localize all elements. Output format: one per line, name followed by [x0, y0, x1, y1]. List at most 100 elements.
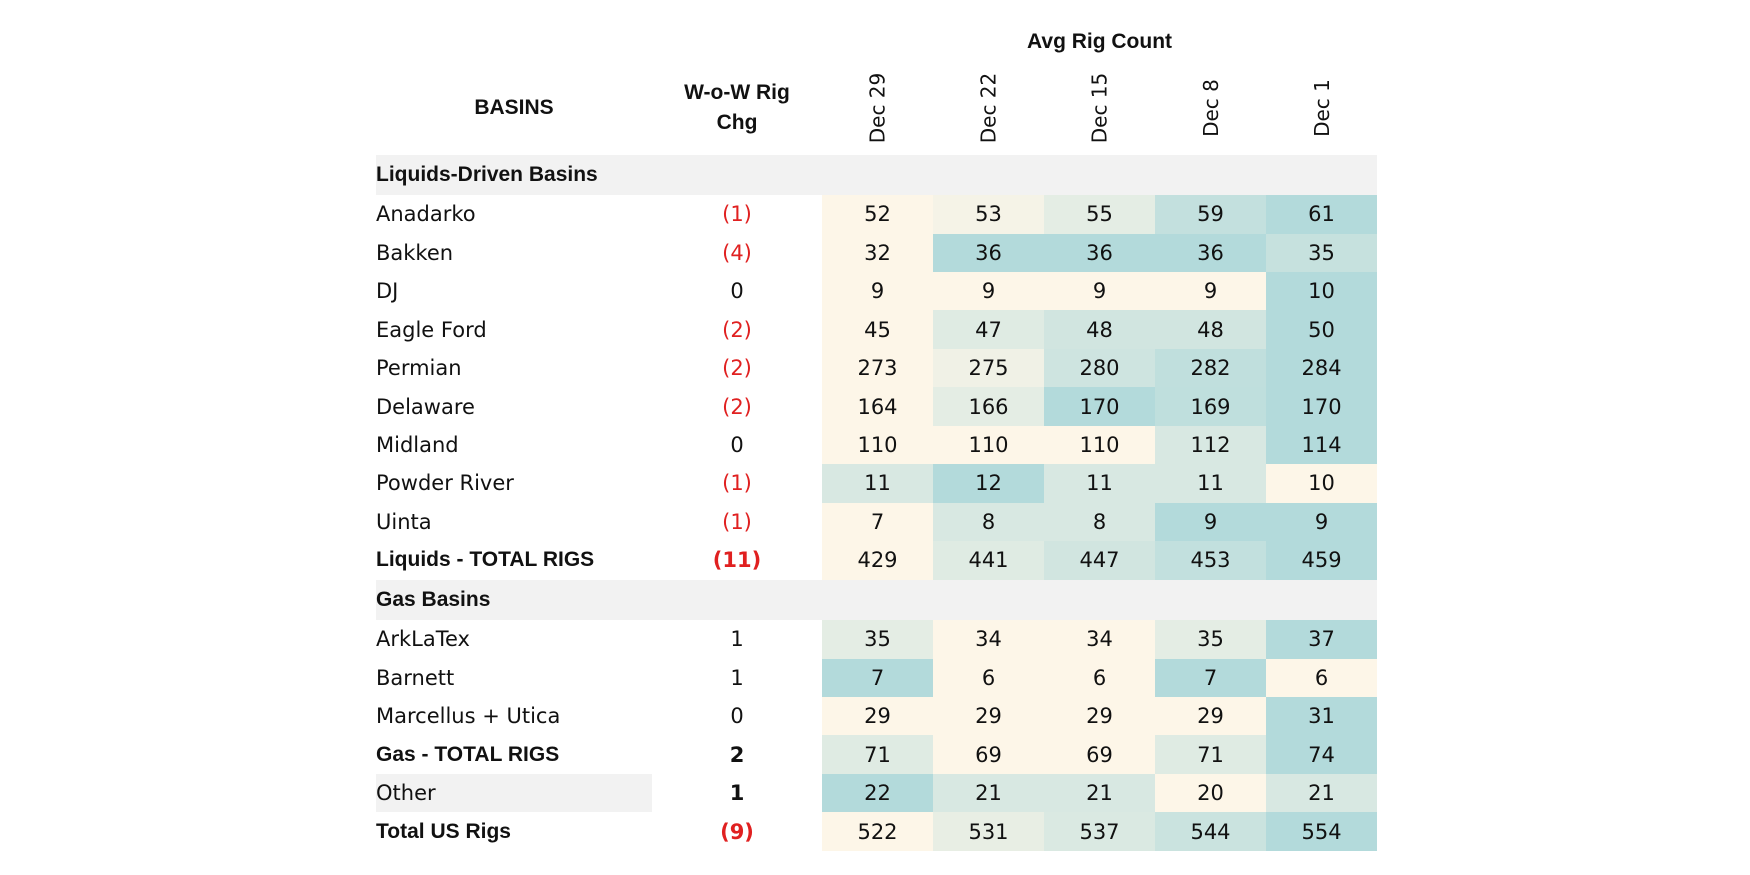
week-header: Dec 29 [822, 61, 933, 154]
change-column-header: W-o-W Rig Chg [652, 61, 822, 154]
table-row: Delaware (2) 164 166 170 169 170 [376, 387, 1378, 426]
value-cell: 273 [822, 348, 933, 388]
value-cell: 21 [933, 773, 1044, 813]
basin-name: Permian [376, 348, 652, 388]
rig-count-table: Avg Rig Count BASINS W-o-W Rig Chg Dec 2… [376, 23, 1378, 851]
week-header: Dec 8 [1155, 61, 1266, 154]
value-cell: 29 [822, 696, 933, 736]
basin-name: Gas - TOTAL RIGS [376, 735, 652, 774]
value-cell: 170 [1044, 387, 1155, 426]
section-title: Liquids-Driven Basins [376, 154, 652, 196]
section-blank-change [652, 154, 822, 196]
week-label: Dec 15 [1087, 72, 1112, 144]
section-blank-values [822, 579, 1378, 621]
week-change: 2 [652, 735, 822, 774]
value-cell: 110 [822, 425, 933, 465]
section-header-row: Gas Basins [376, 579, 1378, 621]
section-header-row: Liquids-Driven Basins [376, 154, 1378, 196]
basins-column-header: BASINS [474, 96, 554, 119]
table-row: Eagle Ford (2) 45 47 48 48 50 [376, 310, 1378, 349]
value-cell: 31 [1266, 696, 1378, 736]
value-cell: 29 [1044, 696, 1155, 736]
week-change: 0 [652, 696, 822, 736]
value-cell: 284 [1266, 348, 1378, 388]
header-row-columns: BASINS W-o-W Rig Chg Dec 29 Dec 22 Dec 1… [376, 61, 1377, 154]
value-cell: 8 [1044, 502, 1155, 542]
basin-name: Marcellus + Utica [376, 696, 652, 736]
value-cell: 280 [1044, 348, 1155, 388]
value-cell: 34 [1044, 620, 1155, 659]
section-total-row: Liquids - TOTAL RIGS (11) 429 441 447 453 459 [376, 541, 1378, 580]
value-cell: 8 [933, 502, 1044, 542]
value-cell: 6 [933, 658, 1044, 697]
table-row: Barnett 1 7 6 6 7 6 [376, 658, 1378, 697]
basin-name: DJ [376, 271, 652, 311]
value-cell: 9 [822, 271, 933, 311]
week-header: Dec 15 [1044, 61, 1155, 154]
value-cell: 544 [1155, 812, 1266, 851]
week-label: Dec 29 [865, 72, 890, 144]
table-row: DJ 0 9 9 9 9 10 [376, 271, 1378, 311]
value-cell: 9 [1266, 502, 1378, 542]
basin-name: Barnett [376, 658, 652, 697]
value-cell: 20 [1155, 773, 1266, 813]
value-cell: 36 [933, 233, 1044, 272]
basin-name: Uinta [376, 502, 652, 542]
value-cell: 11 [1155, 464, 1266, 503]
value-cell: 9 [1044, 271, 1155, 311]
header-blank-change [652, 23, 822, 61]
value-cell: 29 [933, 696, 1044, 736]
basin-name: Delaware [376, 387, 652, 426]
table-title: Avg Rig Count [1027, 30, 1173, 54]
value-cell: 459 [1266, 541, 1378, 580]
basin-name: Liquids - TOTAL RIGS [376, 541, 652, 580]
value-cell: 166 [933, 387, 1044, 426]
table-row: Bakken (4) 32 36 36 36 35 [376, 233, 1378, 272]
week-change: (2) [652, 348, 822, 388]
value-cell: 9 [1155, 502, 1266, 542]
value-cell: 537 [1044, 812, 1155, 851]
value-cell: 69 [1044, 735, 1155, 774]
value-cell: 441 [933, 541, 1044, 580]
value-cell: 36 [1044, 233, 1155, 272]
value-cell: 71 [822, 735, 933, 774]
value-cell: 7 [822, 502, 933, 542]
value-cell: 55 [1044, 195, 1155, 234]
table-row: Permian (2) 273 275 280 282 284 [376, 348, 1378, 388]
value-cell: 32 [822, 233, 933, 272]
value-cell: 10 [1266, 464, 1378, 503]
value-cell: 6 [1266, 658, 1378, 697]
value-cell: 9 [1155, 271, 1266, 311]
value-cell: 21 [1266, 773, 1378, 813]
value-cell: 35 [1266, 233, 1378, 272]
week-change: (1) [652, 464, 822, 503]
value-cell: 12 [933, 464, 1044, 503]
value-cell: 10 [1266, 271, 1378, 311]
value-cell: 21 [1044, 773, 1155, 813]
week-change: (11) [652, 541, 822, 580]
value-cell: 34 [933, 620, 1044, 659]
week-change: (9) [652, 812, 822, 851]
week-change: 1 [652, 658, 822, 697]
value-cell: 35 [822, 620, 933, 659]
value-cell: 522 [822, 812, 933, 851]
value-cell: 453 [1155, 541, 1266, 580]
week-label: Dec 8 [1198, 79, 1223, 137]
value-cell: 110 [1044, 425, 1155, 465]
value-cell: 69 [933, 735, 1044, 774]
value-cell: 22 [822, 773, 933, 813]
week-change: 0 [652, 425, 822, 465]
table-row: Marcellus + Utica 0 29 29 29 29 31 [376, 696, 1378, 736]
value-cell: 61 [1266, 195, 1378, 234]
basin-name: Other [376, 773, 652, 813]
table-row: Anadarko (1) 52 53 55 59 61 [376, 195, 1378, 234]
week-change: (1) [652, 195, 822, 234]
value-cell: 29 [1155, 696, 1266, 736]
basin-name: Anadarko [376, 195, 652, 234]
value-cell: 554 [1266, 812, 1378, 851]
basin-name: ArkLaTex [376, 620, 652, 659]
value-cell: 164 [822, 387, 933, 426]
week-change: (1) [652, 502, 822, 542]
value-cell: 7 [1155, 658, 1266, 697]
value-cell: 7 [822, 658, 933, 697]
